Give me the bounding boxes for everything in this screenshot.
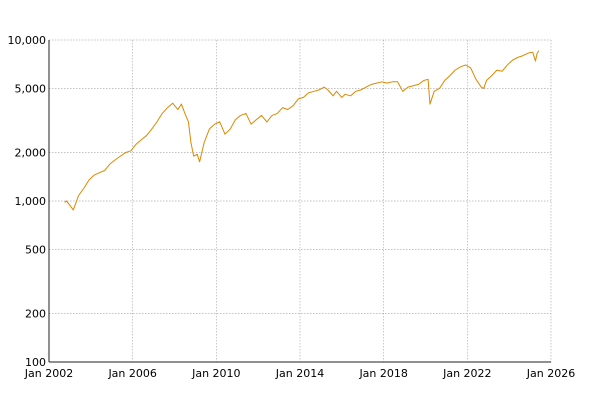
y-tick-label: 10,000 — [8, 34, 47, 47]
x-tick-label: Jan 2026 — [526, 367, 575, 380]
y-tick-label: 5,000 — [15, 82, 47, 95]
y-tick-label: 200 — [25, 308, 46, 321]
x-tick-label: Jan 2018 — [358, 367, 407, 380]
axes — [48, 40, 551, 363]
series-line-0 — [64, 50, 540, 211]
tick-labels: 100 200 500 1,000 2,000 5,000 10,000 Jan 2002 Ja… — [8, 34, 576, 380]
x-tick-label: Jan 2022 — [442, 367, 491, 380]
series-layer — [64, 50, 540, 211]
y-tick-label: 2,000 — [15, 147, 47, 160]
x-tick-label: Jan 2010 — [191, 367, 240, 380]
x-tick-label: Jan 2014 — [275, 367, 324, 380]
x-tick-label: Jan 2006 — [107, 367, 156, 380]
x-tick-label: Jan 2002 — [24, 367, 73, 380]
y-tick-label: 500 — [25, 243, 46, 256]
y-tick-label: 1,000 — [15, 195, 47, 208]
grid — [48, 39, 552, 363]
y-tick-label: 100 — [25, 356, 46, 369]
